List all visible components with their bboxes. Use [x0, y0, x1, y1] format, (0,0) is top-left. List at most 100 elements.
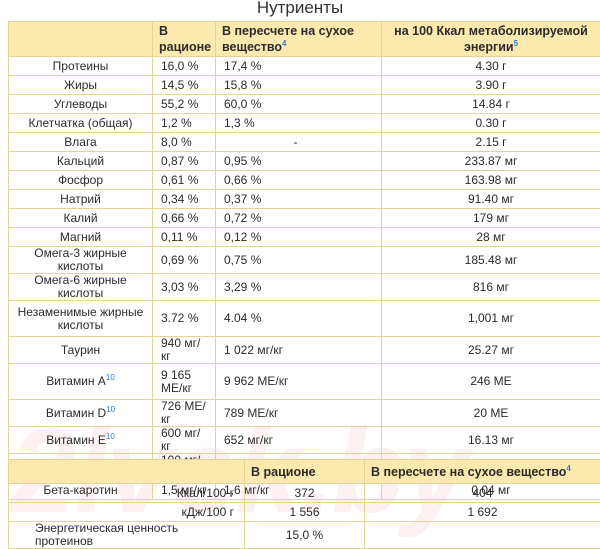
ration-value: 0,11 % — [153, 228, 216, 247]
per100-value: 16.13 мг — [382, 427, 600, 454]
nutrient-name: Витамин A — [46, 374, 106, 388]
nutrient-name: Таурин — [61, 343, 100, 357]
per100-value: 163.98 мг — [382, 171, 600, 190]
dry-value: 0,75 % — [216, 247, 382, 274]
dry-value: 1 022 мг/кг — [216, 337, 382, 364]
ration-value: 16,0 % — [153, 57, 216, 76]
energy-name: кДж/100 г — [9, 503, 245, 522]
nutrient-name-cell: Витамин E10 — [9, 427, 153, 454]
page-title: Нутриенты — [0, 0, 600, 22]
nutrient-name: Витамин D — [46, 406, 106, 420]
per100-value: 0.30 г — [382, 114, 600, 133]
nutrient-row: Фосфор 0,61 %0,66 %163.98 мг — [9, 171, 600, 190]
dry-value: 17,4 % — [216, 57, 382, 76]
energy-ration-value: 1 556 — [245, 503, 365, 522]
nutrient-name: Углеводы — [54, 97, 107, 111]
energy-header-row: В рационе В пересчете на сухое вещество4 — [9, 460, 600, 484]
nutrient-name: Омега-6 жирные кислоты — [34, 274, 126, 301]
energy-ration-value: 372 — [245, 484, 365, 503]
energy-dry-value: 1 692 — [365, 503, 600, 522]
footnote-link[interactable]: 10 — [106, 373, 115, 382]
per100-value: 28 мг — [382, 228, 600, 247]
per100-value: 1,001 мг — [382, 301, 600, 337]
nutrient-name: Фосфор — [58, 173, 103, 187]
header-dry: В пересчете на сухое вещество4 — [216, 22, 382, 57]
dry-value: 0,12 % — [216, 228, 382, 247]
footnote-link[interactable]: 10 — [106, 405, 115, 414]
header-empty-cell — [9, 460, 245, 484]
per100-value: 25.27 мг — [382, 337, 600, 364]
nutrient-name-cell: Протеины — [9, 57, 153, 76]
ration-value: 0,61 % — [153, 171, 216, 190]
nutrient-name: Омега-3 жирные кислоты — [34, 247, 126, 274]
dry-value: 789 МЕ/кг — [216, 400, 382, 427]
header-per100: на 100 Ккал метаболизируемой энергии5 — [382, 22, 600, 57]
ration-value: 3,03 % — [153, 274, 216, 301]
dry-value: 0,37 % — [216, 190, 382, 209]
nutrient-name-cell: Фосфор — [9, 171, 153, 190]
energy-header-ration-label: В рационе — [251, 465, 316, 479]
nutrient-name: Витамин E — [46, 433, 106, 447]
nutrient-name-cell: Влага — [9, 133, 153, 152]
nutrient-name-cell: Жиры — [9, 76, 153, 95]
header-empty-cell — [9, 22, 153, 57]
ration-value: 0,66 % — [153, 209, 216, 228]
per100-value: 91.40 мг — [382, 190, 600, 209]
ration-value: 55,2 % — [153, 95, 216, 114]
ration-value: 0,69 % — [153, 247, 216, 274]
nutrient-name: Натрий — [60, 192, 101, 206]
dry-value: 0,66 % — [216, 171, 382, 190]
ration-value: 3.72 % — [153, 301, 216, 337]
nutrient-name-cell: Калий — [9, 209, 153, 228]
header-per100-label: на 100 Ккал метаболизируемой энергии — [394, 24, 588, 54]
energy-header-dry: В пересчете на сухое вещество4 — [365, 460, 600, 484]
nutrient-name-cell: Кальций — [9, 152, 153, 171]
nutrient-name: Калий — [63, 211, 97, 225]
per100-value: 3.90 г — [382, 76, 600, 95]
nutrient-name-cell: Витамин A10 — [9, 364, 153, 400]
nutrient-name: Протеины — [53, 59, 109, 73]
dry-value: 0,72 % — [216, 209, 382, 228]
ration-value: 600 мг/кг — [153, 427, 216, 454]
header-dry-label: В пересчете на сухое вещество — [222, 24, 354, 54]
nutrient-name-cell: Незаменимые жирные кислоты — [9, 301, 153, 337]
nutrient-name-cell: Магний — [9, 228, 153, 247]
nutrient-name: Незаменимые жирные кислоты — [18, 305, 144, 332]
footnote-link[interactable]: 4 — [282, 39, 286, 48]
dry-value: 15,8 % — [216, 76, 382, 95]
footnote-link[interactable]: 4 — [566, 463, 570, 472]
dry-value: 652 мг/кг — [216, 427, 382, 454]
nutrient-name: Клетчатка (общая) — [28, 116, 132, 130]
per100-value: 14.84 г — [382, 95, 600, 114]
energy-dry-value — [365, 522, 600, 549]
nutrient-name-cell: Углеводы — [9, 95, 153, 114]
per100-value: 816 мг — [382, 274, 600, 301]
nutrients-table: В рационе В пересчете на сухое вещество4… — [8, 21, 600, 500]
footnote-link[interactable]: 5 — [514, 39, 518, 48]
ration-value: 8,0 % — [153, 133, 216, 152]
nutrient-name-cell: Таурин — [9, 337, 153, 364]
header-ration: В рационе — [153, 22, 216, 57]
energy-ration-value: 15,0 % — [245, 522, 365, 549]
dry-value: 1,3 % — [216, 114, 382, 133]
energy-name: Ккал/100 г — [9, 484, 245, 503]
dry-value: 0,95 % — [216, 152, 382, 171]
dry-value: 9 962 МЕ/кг — [216, 364, 382, 400]
nutrients-header-row: В рационе В пересчете на сухое вещество4… — [9, 22, 600, 57]
footnote-link[interactable]: 10 — [106, 432, 115, 441]
dry-value: 4.04 % — [216, 301, 382, 337]
ration-value: 9 165 МЕ/кг — [153, 364, 216, 400]
